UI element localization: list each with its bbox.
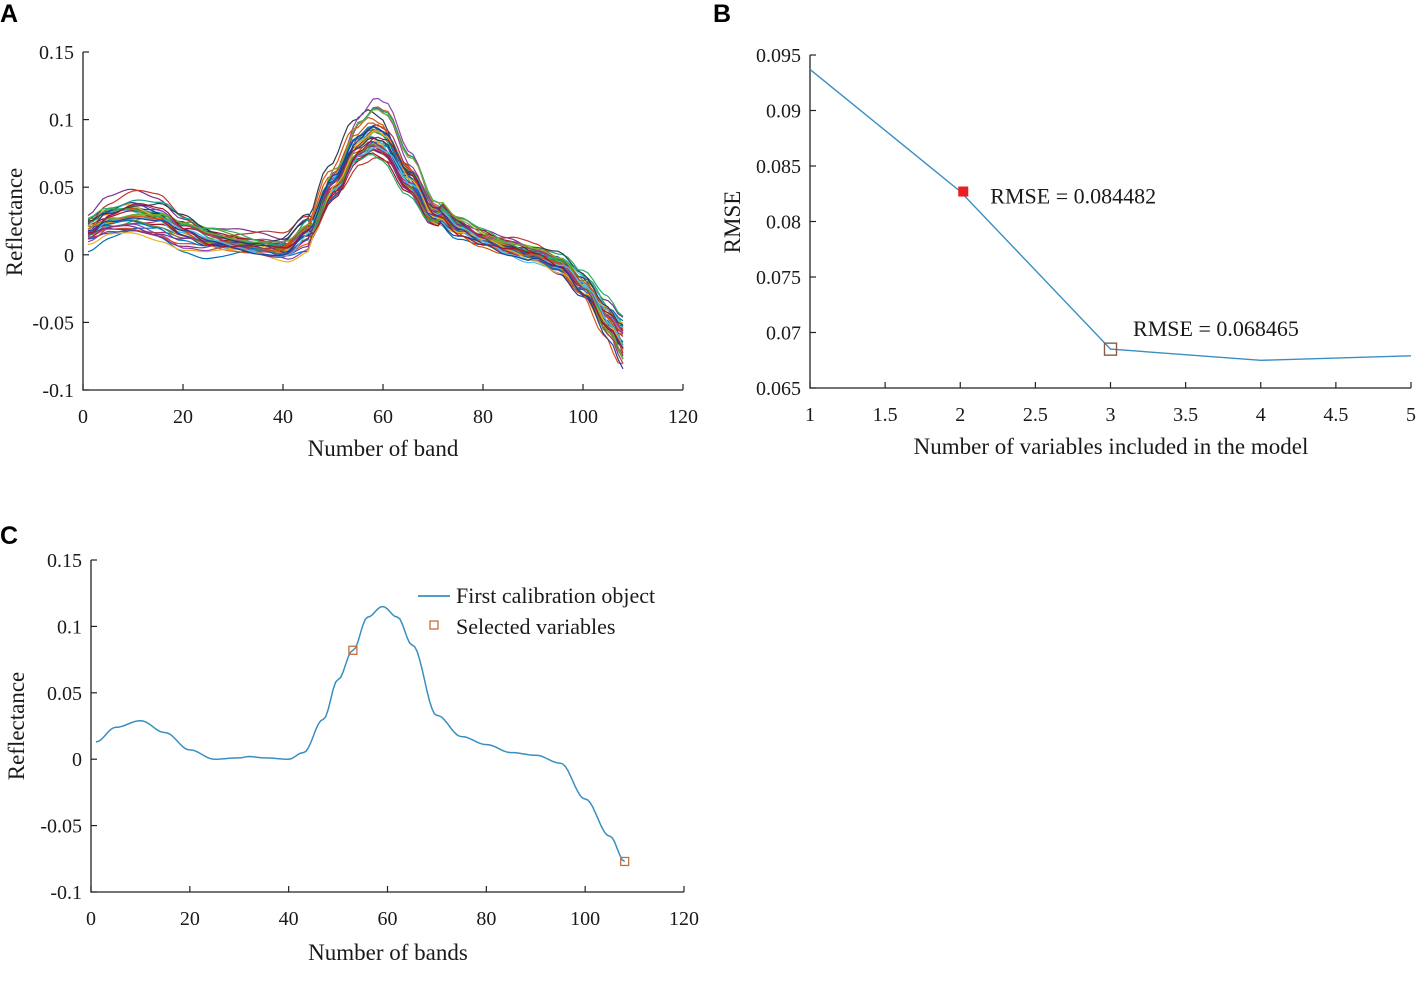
- chart-c-x-tick-label: 60: [378, 908, 398, 930]
- chart-c-x-tick-label: 0: [86, 908, 96, 930]
- chart-c-x-tick-label: 40: [279, 908, 299, 930]
- chart-a-series-line: [87, 136, 624, 350]
- chart-a-axes: [82, 52, 683, 391]
- panel-letter-b: B: [713, 0, 731, 28]
- chart-c-y-tick-label: 0.15: [47, 550, 82, 572]
- chart-a-ticks: 0 20 40 60 80 100 120 -0.1 -0.05 0 0.05 0.1 0.15: [32, 42, 698, 428]
- chart-a: 0 20 40 60 80 100 120 -0.1 -0.05 0 0.05 0.1 0.15 Num…: [2, 42, 698, 461]
- chart-b-x-tick-label: 5: [1406, 404, 1416, 426]
- chart-b-x-tick-label: 2.5: [1023, 404, 1048, 426]
- chart-c-x-tick-label: 20: [180, 908, 200, 930]
- chart-b-axes: [809, 55, 1411, 389]
- chart-c-legend: First calibration object Selected variab…: [418, 583, 655, 639]
- chart-c-y-tick-label: -0.05: [40, 816, 82, 838]
- chart-b-ticks: 1 1.5 2 2.5 3 3.5 4 4.5 5 0.065 0.07 0.075 0.08 0.085…: [756, 45, 1416, 426]
- chart-c-selected-variable-point: [620, 856, 630, 867]
- chart-b-y-tick-label: 0.085: [756, 156, 801, 178]
- chart-c-selected-variable-point: [348, 645, 358, 655]
- chart-c-y-tick-label: 0: [72, 749, 82, 771]
- legend-label-selected-variables: Selected variables: [456, 614, 615, 639]
- chart-c-selected-variables: [348, 645, 630, 867]
- chart-a-series-line: [87, 144, 624, 330]
- chart-b-y-axis-label: RMSE: [720, 191, 745, 254]
- chart-b-x-tick-label: 4.5: [1323, 404, 1348, 426]
- chart-b-y-tick-label: 0.07: [766, 323, 801, 345]
- chart-a-series-line: [87, 140, 624, 352]
- chart-a-series-line: [87, 146, 624, 329]
- chart-c-series-first-calibration-object: [95, 605, 626, 863]
- chart-b-x-tick-label: 1: [805, 404, 815, 426]
- chart-c-x-tick-label: 120: [669, 908, 699, 930]
- chart-a-series-group: [87, 97, 624, 370]
- chart-b-marker-selected-3-vars: [1103, 342, 1118, 356]
- chart-b-y-tick-label: 0.065: [756, 378, 801, 400]
- chart-a-y-tick-label: -0.05: [32, 312, 74, 334]
- chart-b-annotation-1: RMSE = 0.084482: [990, 184, 1156, 209]
- chart-b-x-tick-label: 3: [1106, 404, 1116, 426]
- chart-c-y-tick-label: -0.1: [50, 882, 82, 904]
- chart-a-y-tick-label: 0.1: [49, 110, 74, 132]
- chart-c: 0 20 40 60 80 100 120 -0.1 -0.05 0 0.05 0.1 0.15 Fir…: [4, 550, 699, 965]
- chart-b-x-axis-label: Number of variables included in the mode…: [914, 434, 1309, 459]
- chart-b-series-rmse: [809, 68, 1412, 362]
- chart-b-marker-best-2-vars: [958, 186, 969, 197]
- chart-a-series-line: [87, 131, 624, 360]
- chart-a-x-tick-label: 60: [373, 406, 393, 428]
- chart-a-x-tick-label: 20: [173, 406, 193, 428]
- chart-a-x-tick-label: 100: [568, 406, 598, 428]
- chart-c-x-axis-label: Number of bands: [308, 940, 468, 965]
- chart-b-x-tick-label: 3.5: [1173, 404, 1198, 426]
- chart-b-y-tick-label: 0.095: [756, 45, 801, 67]
- chart-c-axes: [90, 560, 684, 893]
- chart-a-x-tick-label: 40: [273, 406, 293, 428]
- chart-b-y-tick-label: 0.08: [766, 212, 801, 234]
- chart-a-y-tick-label: 0.15: [39, 42, 74, 64]
- chart-c-ticks: 0 20 40 60 80 100 120 -0.1 -0.05 0 0.05 0.1 0.15: [40, 550, 699, 930]
- panel-letter-c: C: [0, 522, 18, 550]
- chart-a-y-tick-label: -0.1: [42, 380, 74, 402]
- legend-label-first-calibration-object: First calibration object: [456, 583, 655, 608]
- chart-a-y-tick-label: 0: [64, 245, 74, 267]
- chart-a-series-line: [87, 148, 624, 364]
- chart-b-y-tick-label: 0.09: [766, 101, 801, 123]
- chart-b-y-tick-label: 0.075: [756, 267, 801, 289]
- chart-a-y-axis-label: Reflectance: [2, 168, 27, 277]
- chart-c-y-tick-label: 0.05: [47, 683, 82, 705]
- chart-a-x-tick-label: 0: [78, 406, 88, 428]
- chart-b-annotation-2: RMSE = 0.068465: [1133, 316, 1299, 341]
- chart-a-series-line: [87, 125, 624, 370]
- legend-marker-swatch: [429, 620, 439, 630]
- chart-a-series-line: [87, 130, 624, 351]
- chart-c-y-tick-label: 0.1: [57, 616, 82, 638]
- chart-a-x-tick-label: 120: [668, 406, 698, 428]
- chart-b-x-tick-label: 1.5: [873, 404, 898, 426]
- chart-a-series-line: [87, 145, 624, 337]
- chart-b-x-tick-label: 4: [1256, 404, 1266, 426]
- chart-c-x-tick-label: 80: [476, 908, 496, 930]
- chart-b-x-tick-label: 2: [955, 404, 965, 426]
- chart-a-x-axis-label: Number of band: [308, 436, 459, 461]
- chart-a-series-line: [87, 149, 624, 332]
- chart-c-x-tick-label: 100: [570, 908, 600, 930]
- chart-a-series-line: [87, 126, 624, 349]
- chart-a-series-line: [87, 146, 624, 348]
- panel-letter-a: A: [0, 0, 18, 28]
- chart-a-x-tick-label: 80: [473, 406, 493, 428]
- chart-b: 1 1.5 2 2.5 3 3.5 4 4.5 5 0.065 0.07 0.075 0.08 0.085…: [720, 45, 1416, 459]
- chart-a-series-line: [87, 108, 624, 359]
- chart-a-y-tick-label: 0.05: [39, 177, 74, 199]
- chart-c-y-axis-label: Reflectance: [4, 672, 29, 781]
